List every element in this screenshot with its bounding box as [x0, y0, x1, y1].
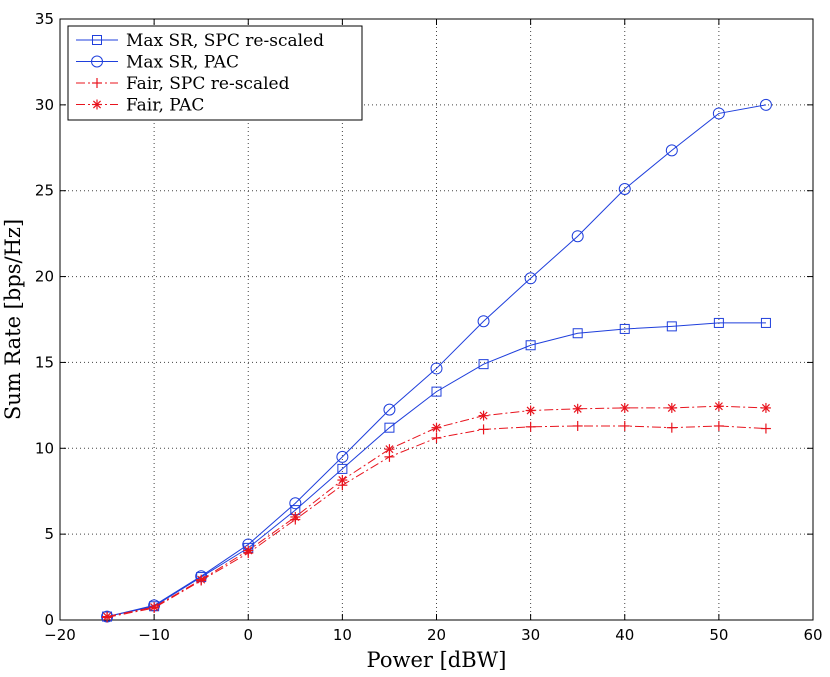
- legend-label: Fair, SPC re-scaled: [126, 74, 290, 94]
- data-point: [713, 420, 724, 431]
- data-point: [478, 359, 489, 370]
- y-axis-title: Sum Rate [bps/Hz]: [1, 219, 25, 420]
- data-point: [431, 386, 442, 397]
- data-point: [431, 422, 442, 433]
- data-point: [760, 402, 771, 413]
- data-point: [431, 432, 442, 443]
- legend-label: Max SR, PAC: [126, 53, 239, 73]
- data-point: [572, 328, 583, 339]
- x-tick-label: 40: [615, 626, 634, 644]
- legend-item: Max SR, SPC re-scaled: [76, 31, 324, 51]
- data-point: [337, 463, 348, 474]
- data-point: [384, 444, 395, 455]
- data-point: [149, 602, 160, 613]
- legend-marker: [91, 55, 103, 68]
- series-line: [106, 104, 767, 618]
- x-tick-label: 50: [709, 626, 728, 644]
- legend-item: Fair, PAC: [76, 96, 204, 116]
- y-tick-label: 20: [35, 268, 54, 286]
- legend-item: Max SR, PAC: [76, 53, 239, 73]
- data-point: [666, 321, 677, 332]
- data-point: [572, 403, 583, 414]
- legend-marker: [92, 78, 102, 88]
- data-point: [384, 422, 395, 433]
- data-point: [571, 230, 584, 243]
- y-tick-label: 0: [44, 611, 54, 629]
- legend-item: Fair, SPC re-scaled: [76, 74, 290, 94]
- data-point: [525, 340, 536, 351]
- data-point: [572, 420, 583, 431]
- data-point: [243, 545, 254, 556]
- data-point: [760, 423, 771, 434]
- data-point: [665, 144, 678, 157]
- series-4: [102, 401, 771, 622]
- x-axis-title: Power [dBW]: [367, 648, 507, 672]
- data-point: [712, 107, 725, 120]
- legend-box: [67, 25, 363, 121]
- legend-label: Fair, PAC: [126, 96, 204, 116]
- y-tick-label: 15: [35, 353, 54, 371]
- x-tick-label: 0: [243, 626, 253, 644]
- data-point: [713, 317, 724, 328]
- x-tick-label: 20: [427, 626, 446, 644]
- data-point: [759, 98, 772, 111]
- data-point: [290, 511, 301, 522]
- x-tick-label: 10: [333, 626, 352, 644]
- axis-ticks: −20 −10 0 10 20 30 40 50 60 0 5 10 15 20 25 30 35: [35, 10, 823, 644]
- legend-label: Max SR, SPC re-scaled: [126, 31, 324, 51]
- x-tick-label: 30: [521, 626, 540, 644]
- series-group: [101, 98, 772, 623]
- data-point: [478, 424, 489, 435]
- y-tick-label: 30: [35, 96, 54, 114]
- data-point: [196, 574, 207, 585]
- data-point: [760, 317, 771, 328]
- series-line: [106, 405, 766, 618]
- data-point: [525, 421, 536, 432]
- series-line: [106, 425, 766, 618]
- legend-marker: [92, 99, 102, 110]
- data-point: [102, 611, 113, 622]
- data-point: [525, 405, 536, 416]
- x-tick-label: −20: [44, 626, 76, 644]
- data-point: [618, 182, 631, 195]
- x-tick-label: −10: [138, 626, 170, 644]
- y-tick-label: 10: [35, 439, 54, 457]
- data-point: [478, 410, 489, 421]
- data-point: [666, 422, 677, 433]
- series-line: [106, 322, 766, 618]
- data-point: [619, 323, 630, 334]
- data-point: [713, 401, 724, 412]
- y-tick-label: 35: [35, 10, 54, 28]
- x-tick-label: 60: [803, 626, 822, 644]
- data-point: [337, 475, 348, 486]
- data-point: [524, 272, 537, 285]
- y-tick-label: 25: [35, 182, 54, 200]
- y-tick-label: 5: [44, 525, 54, 543]
- data-point: [289, 497, 302, 510]
- data-point: [336, 450, 349, 463]
- data-point: [477, 315, 490, 328]
- legend-marker: [92, 35, 102, 45]
- data-point: [619, 402, 630, 413]
- data-point: [430, 362, 443, 375]
- data-point: [383, 403, 396, 416]
- data-point: [666, 402, 677, 413]
- data-point: [619, 420, 630, 431]
